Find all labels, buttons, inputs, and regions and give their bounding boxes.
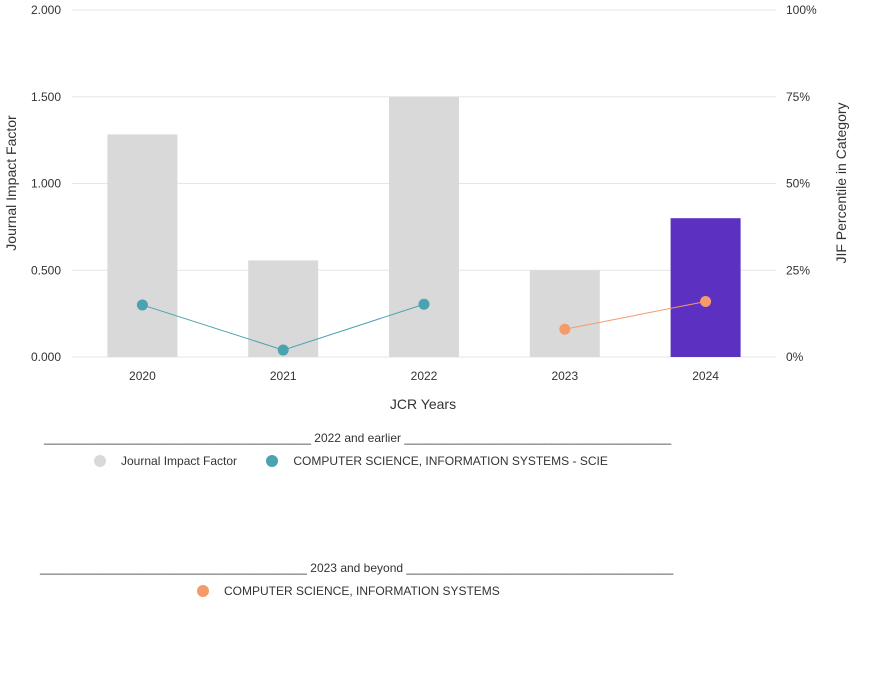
- legend-group-2022-items: Journal Impact Factor COMPUTER SCIENCE, …: [94, 454, 634, 470]
- series-line: [564, 300, 706, 330]
- legend-swatch-scie: [266, 455, 279, 467]
- line-series: [136, 295, 712, 356]
- bar: [389, 96, 459, 357]
- y-right-tick-label: 25%: [786, 263, 810, 277]
- series-point: [700, 295, 712, 307]
- legend-group-2023-items: COMPUTER SCIENCE, INFORMATION SYSTEMS: [197, 584, 526, 600]
- y-tick-label: 1.500: [31, 90, 61, 104]
- legend-item-scie[interactable]: COMPUTER SCIENCE, INFORMATION SYSTEMS - …: [266, 454, 608, 468]
- x-tick-label: 2022: [411, 369, 438, 383]
- series-point: [559, 323, 571, 335]
- y-right-axis-title: JIF Percentile in Category: [833, 102, 849, 263]
- y-right-tick-label: 75%: [786, 90, 810, 104]
- y-tick-label: 2.000: [31, 3, 61, 17]
- legend-label-jif: Journal Impact Factor: [121, 454, 238, 468]
- series-point: [277, 344, 289, 356]
- y-axis-title: Journal Impact Factor: [3, 115, 19, 251]
- bar: [107, 134, 178, 357]
- series-point: [136, 299, 148, 311]
- bar: [670, 218, 741, 357]
- axis-ticks: 0.000 0.500 1.000 1.500 2.000 0% 25% 50% 75% 100%…: [31, 3, 817, 383]
- bar-series: [107, 96, 741, 357]
- y-tick-label: 0.000: [31, 350, 61, 364]
- x-axis-title: JCR Years: [390, 396, 456, 412]
- legend-swatch-cs-is: [197, 585, 209, 597]
- y-right-tick-label: 100%: [786, 3, 817, 17]
- legend-item-cs-is[interactable]: COMPUTER SCIENCE, INFORMATION SYSTEMS: [197, 584, 500, 598]
- legend-item-jif[interactable]: Journal Impact Factor: [94, 454, 237, 468]
- x-tick-label: 2024: [692, 369, 719, 383]
- y-tick-label: 0.500: [31, 263, 61, 277]
- x-tick-label: 2023: [551, 369, 578, 383]
- y-right-tick-label: 50%: [786, 177, 810, 191]
- y-tick-label: 1.000: [31, 177, 61, 191]
- y-right-tick-label: 0%: [786, 350, 804, 364]
- bar: [248, 260, 319, 357]
- legend-swatch-jif: [94, 455, 106, 467]
- x-tick-label: 2020: [129, 369, 156, 383]
- x-tick-label: 2021: [270, 369, 297, 383]
- bar: [529, 270, 600, 357]
- series-point: [418, 298, 430, 310]
- legend-label-cs-is: COMPUTER SCIENCE, INFORMATION SYSTEMS: [224, 584, 500, 598]
- legend-group-2023-header: ________________________________________…: [40, 561, 674, 575]
- legend-label-scie: COMPUTER SCIENCE, INFORMATION SYSTEMS - …: [293, 454, 608, 468]
- legend-group-2022-header: ________________________________________…: [44, 431, 672, 445]
- jif-chart: 0.000 0.500 1.000 1.500 2.000 0% 25% 50% 75% 100%…: [3, 3, 849, 412]
